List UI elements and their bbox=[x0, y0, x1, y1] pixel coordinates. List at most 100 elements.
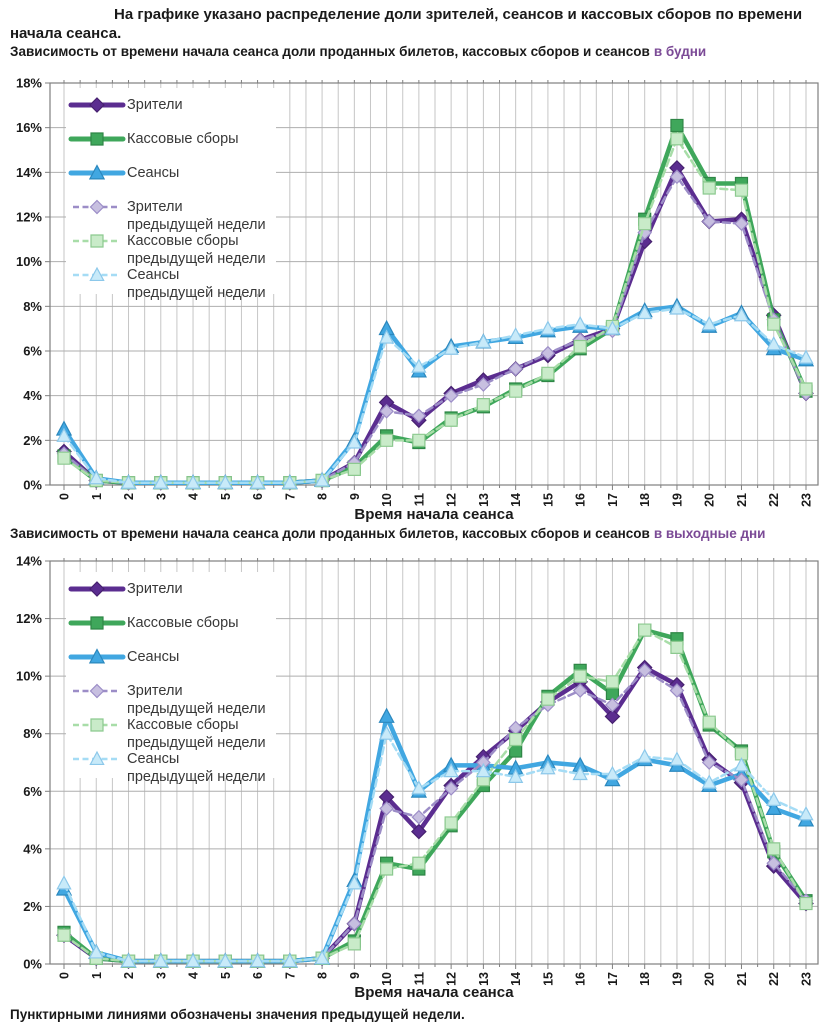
y-axis-label: 2% bbox=[23, 433, 42, 448]
triangle-marker bbox=[120, 952, 137, 968]
diamond-marker bbox=[669, 169, 685, 185]
x-axis-label: 23 bbox=[800, 972, 814, 986]
square-marker bbox=[799, 382, 813, 396]
triangle-marker bbox=[185, 474, 201, 489]
triangle-marker bbox=[540, 759, 556, 775]
x-axis-label: 14 bbox=[509, 493, 523, 507]
diamond-marker bbox=[411, 823, 427, 840]
weekend-chart-svg: 0%2%4%6%8%10%12%14%0 1 2 3 4 5 6 7 8 9 10 11 12 13 14 1… bbox=[16, 554, 819, 1001]
square-marker bbox=[476, 398, 490, 412]
diamond-marker bbox=[379, 403, 394, 419]
triangle-marker bbox=[282, 952, 298, 968]
y-axis-label: 14% bbox=[16, 165, 42, 180]
y-axis-label: 6% bbox=[23, 784, 42, 799]
legend-label: Кассовые сборы bbox=[127, 615, 239, 631]
diamond-marker bbox=[443, 781, 459, 796]
legend-swatch-diamond bbox=[68, 581, 126, 597]
square-marker bbox=[541, 366, 555, 380]
y-axis-label: 0% bbox=[23, 957, 42, 972]
diamond-marker bbox=[572, 683, 588, 698]
x-axis-label: 17 bbox=[606, 493, 620, 507]
weekday-chart-title-text: Зависимость от времени начала сеанса дол… bbox=[10, 44, 650, 59]
triangle-marker bbox=[572, 315, 588, 331]
triangle-marker bbox=[153, 952, 169, 968]
legend-swatch-diamond bbox=[68, 97, 126, 113]
diamond-marker bbox=[540, 345, 556, 361]
x-axis-label: 7 bbox=[283, 972, 297, 979]
square-marker bbox=[347, 462, 361, 476]
y-axis-label: 4% bbox=[23, 841, 42, 856]
weekday-chart-title: Зависимость от времени начала сеанса дол… bbox=[0, 43, 836, 63]
x-axis-label: 6 bbox=[251, 972, 265, 979]
legend-swatch-square bbox=[73, 234, 119, 248]
intro-line1: На графике указано распределение доли зр… bbox=[114, 6, 803, 23]
square-marker bbox=[670, 640, 684, 654]
intro-text: На графике указано распределение доли зр… bbox=[0, 0, 836, 43]
y-axis-label: 10% bbox=[16, 669, 42, 684]
triangle-marker bbox=[798, 349, 814, 364]
square-marker bbox=[509, 744, 523, 758]
square-marker bbox=[412, 433, 426, 447]
x-axis-label: 16 bbox=[574, 493, 588, 507]
diamond-marker bbox=[411, 809, 427, 825]
triangle-marker bbox=[765, 799, 782, 816]
legend-swatch-square bbox=[68, 132, 126, 146]
triangle-marker bbox=[56, 875, 72, 890]
legend-swatch-triangle bbox=[68, 648, 126, 664]
legend-label: Кассовые сборы предыдущей недели bbox=[127, 233, 266, 267]
y-axis-label: 14% bbox=[16, 554, 42, 569]
square-marker bbox=[444, 413, 458, 427]
x-axis-label: 12 bbox=[445, 493, 459, 507]
x-axis-label: 23 bbox=[800, 493, 814, 507]
x-axis-label: 2 bbox=[122, 493, 136, 500]
triangle-marker bbox=[282, 474, 298, 489]
footnote: Пунктирными линиями обозначены значения … bbox=[10, 1007, 465, 1022]
triangle-marker bbox=[346, 434, 362, 449]
x-axis-label: 21 bbox=[735, 972, 749, 986]
y-axis-label: 8% bbox=[23, 299, 42, 314]
diamond-marker bbox=[669, 683, 685, 698]
y-axis-label: 16% bbox=[16, 120, 42, 135]
legend-item: Сеансы bbox=[68, 156, 266, 190]
x-axis-label: 11 bbox=[412, 493, 426, 506]
legend-item: Кассовые сборы bbox=[68, 606, 266, 640]
triangle-marker bbox=[249, 952, 266, 968]
triangle-marker bbox=[540, 320, 556, 335]
y-axis-label: 0% bbox=[23, 478, 42, 493]
diamond-marker bbox=[411, 408, 427, 424]
triangle-marker bbox=[120, 474, 137, 489]
x-axis-label: 3 bbox=[154, 972, 168, 979]
x-axis-label: 15 bbox=[541, 493, 555, 507]
legend-swatch-triangle bbox=[73, 266, 119, 282]
triangle-marker bbox=[314, 949, 330, 965]
y-axis-label: 12% bbox=[16, 611, 42, 626]
triangle-marker bbox=[56, 427, 72, 442]
x-axis-label: 16 bbox=[574, 972, 588, 986]
weekend-legend: Зрители Кассовые сборы Сеансы Зрители предыд… bbox=[66, 572, 276, 785]
square-marker bbox=[380, 862, 394, 876]
legend-label: Кассовые сборы предыдущей недели bbox=[127, 717, 266, 751]
triangle-marker bbox=[378, 329, 395, 344]
legend-item: Кассовые сборы предыдущей недели bbox=[68, 224, 266, 267]
square-marker bbox=[573, 339, 587, 354]
triangle-marker bbox=[185, 952, 201, 968]
diamond-marker bbox=[443, 388, 459, 404]
square-marker bbox=[702, 181, 716, 195]
x-axis-label: 9 bbox=[348, 972, 362, 979]
legend-swatch-square bbox=[68, 616, 126, 630]
diamond-marker bbox=[604, 708, 621, 725]
x-axis-label: 13 bbox=[477, 972, 491, 986]
y-axis-label: 18% bbox=[16, 76, 42, 91]
legend-swatch-triangle bbox=[73, 750, 119, 766]
square-marker bbox=[57, 928, 71, 942]
triangle-marker bbox=[88, 470, 104, 485]
intro-line2: начала сеанса. bbox=[10, 25, 122, 42]
triangle-marker bbox=[249, 474, 266, 489]
square-marker bbox=[380, 433, 394, 447]
x-axis-label: 22 bbox=[767, 972, 781, 986]
diamond-marker bbox=[701, 214, 717, 229]
x-axis-label: 10 bbox=[380, 493, 394, 507]
triangle-marker bbox=[217, 474, 233, 489]
triangle-marker bbox=[572, 765, 588, 781]
